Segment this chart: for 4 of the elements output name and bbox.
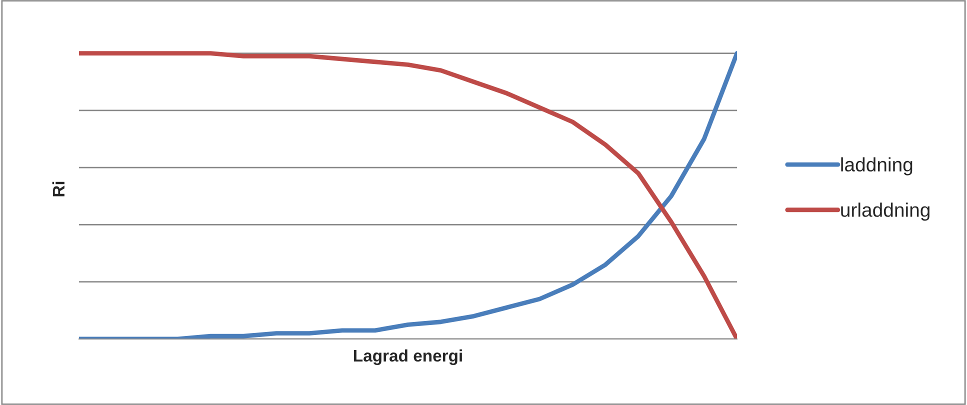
legend-label: urladdning bbox=[841, 202, 930, 221]
legend-label: laddning bbox=[841, 157, 912, 176]
x-axis-title: Lagrad energi bbox=[354, 349, 462, 366]
y-axis-title: Ri bbox=[52, 182, 64, 196]
